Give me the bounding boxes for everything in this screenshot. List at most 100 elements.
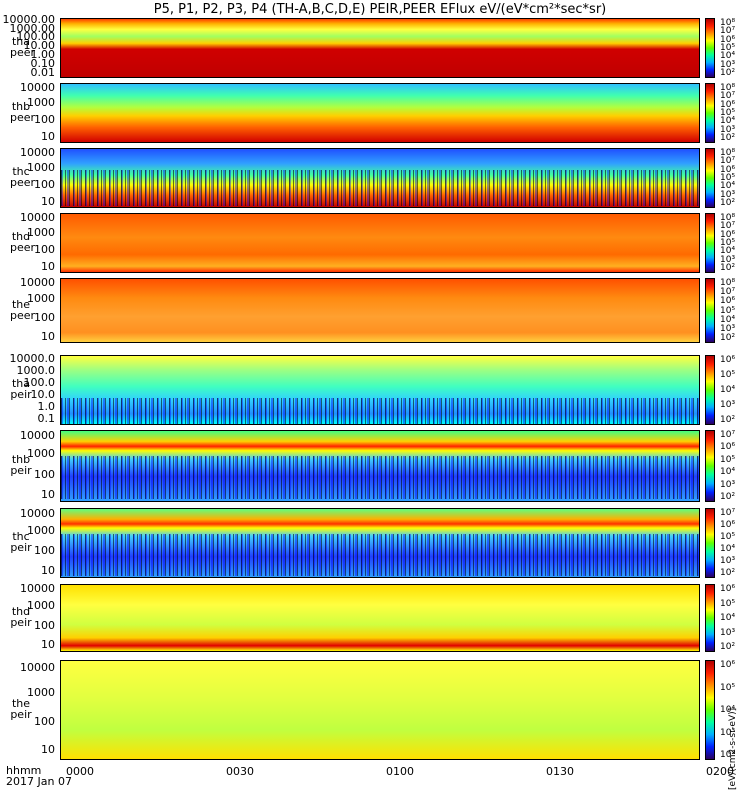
species-label: peer [10, 46, 36, 59]
y-tick-label: 10 [41, 195, 55, 208]
y-tick-label: 100 [34, 113, 55, 127]
y-axis-label: thd peer [10, 231, 35, 253]
spectrogram-thc-peer [60, 148, 700, 208]
colorbar-tick-label: 10⁵ [720, 598, 736, 609]
spectrogram-tha-peer [60, 18, 700, 78]
colorbar-tick-label: 10⁶ [720, 520, 736, 530]
y-tick-label: 1000 [27, 225, 55, 239]
y-tick-label: 10000.0 [9, 352, 56, 366]
y-tick-label: 100.00 [16, 30, 56, 44]
colorbar [705, 508, 715, 578]
colorbar-tick-label: 10³ [720, 400, 736, 410]
colorbar-tick-label: 10⁶ [720, 164, 736, 175]
y-tick-label: 100 [34, 243, 55, 257]
colorbar-tick-label: 10⁶ [720, 296, 736, 307]
x-tick-label: 0200 [706, 765, 734, 778]
colorbar [705, 660, 715, 760]
colorbar-tick-label: 10⁶ [720, 99, 736, 110]
colorbar-tick-label: 10⁶ [720, 355, 736, 365]
colorbar [705, 83, 715, 143]
species-label: peir [10, 464, 32, 477]
y-tick-label: 10000 [20, 661, 55, 674]
panel-thb-peer: thb peer 10000 1000 100 10 10⁸ 10⁷ 10⁶ 10⁵ 10⁴ 10³ 1… [10, 81, 735, 143]
y-axis-label: thb peir [10, 454, 32, 476]
colorbar-tick-label: 10⁸ [720, 213, 736, 223]
probe-label: thb [11, 453, 31, 466]
colorbar-tick-label: 10² [720, 750, 736, 760]
y-tick-label: 0.01 [30, 66, 56, 80]
colorbar [705, 430, 715, 502]
y-tick-label: 1.0 [37, 399, 56, 413]
colorbar-tick-label: 10³ [720, 189, 736, 200]
colorbar-tick-label: 10⁵ [720, 305, 736, 316]
spectrogram-thb-peir [60, 430, 700, 502]
y-tick-label: 100.0 [23, 376, 56, 389]
colorbar-tick-label: 10³ [720, 727, 736, 738]
probe-label: tha [11, 377, 31, 390]
colorbar-tick-label: 10⁵ [720, 532, 736, 542]
colorbar-tick-label: 10⁵ [720, 108, 736, 118]
y-tick-label: 100 [34, 619, 55, 633]
spectrogram-tha-peir [60, 355, 700, 425]
colorbar [705, 278, 715, 343]
y-tick-label: 10 [41, 130, 55, 143]
noise-band [61, 398, 699, 424]
colorbar [705, 148, 715, 208]
colorbar-tick-label: 10² [720, 333, 736, 343]
y-tick-label: 100 [34, 467, 55, 481]
colorbar-tick-label: 10⁴ [720, 613, 736, 623]
colorbar-tick-label: 10⁴ [720, 467, 736, 478]
colorbar-tick-label: 10⁴ [720, 246, 736, 257]
species-label: peir [10, 541, 32, 554]
y-tick-label: 10000 [20, 276, 55, 290]
probe-label: tha [11, 35, 31, 48]
colorbar-tick-label: 10⁷ [720, 26, 736, 37]
panel-the-peir: thepeir1000010001001010⁶10⁵10⁴10³10²eV/(… [10, 660, 735, 760]
colorbar-tick-label: 10² [720, 415, 736, 425]
spectrogram-thc-peir [60, 508, 700, 578]
colorbar-tick-label: 10⁶ [720, 229, 736, 240]
colorbar-tick-label: 10⁵ [720, 173, 736, 183]
y-tick-label: 0.1 [37, 411, 56, 425]
colorbar-tick-label: 10⁶ [720, 660, 736, 670]
colorbar-tick-label: 10⁷ [720, 91, 736, 102]
y-tick-label: 1000 [27, 686, 55, 699]
colorbar-tick-label: 10⁷ [720, 221, 736, 232]
colorbar-tick-label: 10⁷ [720, 156, 736, 167]
y-tick-label: 100 [34, 544, 55, 558]
species-label: peir [10, 708, 32, 721]
colorbar-tick-label: 10⁵ [720, 682, 736, 693]
x-tick-label: 0000 [66, 765, 94, 778]
probe-label: thb [11, 100, 31, 113]
colorbar-tick-label: 10⁸ [720, 148, 736, 158]
colorbar-tick-label: 10⁵ [720, 454, 736, 465]
y-tick-label: 1000.0 [16, 364, 56, 378]
colorbar-tick-label: 10⁵ [720, 43, 736, 53]
colorbar [705, 18, 715, 78]
y-tick-label: 1000 [27, 292, 55, 306]
panel-thc-peer: thc peer 10000 1000 100 10 10⁸ 10⁷ 10⁶ 10⁵ 10⁴ 10³ 1… [10, 146, 735, 208]
x-tick-label: 0100 [386, 765, 414, 778]
y-tick-label: 100 [34, 311, 55, 325]
colorbar-tick-label: 10⁷ [720, 287, 736, 298]
y-tick-label: 10 [41, 743, 55, 756]
colorbar-tick-label: 10⁷ [720, 430, 736, 440]
y-tick-label: 1000 [27, 446, 55, 460]
colorbar-tick-label: 10⁶ [720, 442, 736, 453]
colorbar-tick-label: 10⁵ [720, 238, 736, 248]
colorbar-tick-label: 10⁴ [720, 385, 736, 395]
y-tick-label: 10 [41, 638, 55, 652]
panel-thd-peir: thdpeir1000010001001010⁶10⁵10⁴10³10²eV/(… [10, 582, 735, 652]
y-axis-label: thc peer [10, 166, 35, 188]
colorbar-tick-label: 10² [720, 68, 736, 78]
x-axis-unit: hhmm [6, 764, 42, 777]
y-axis-label: the peir [10, 698, 32, 720]
spectrogram-thb-peer [60, 83, 700, 143]
y-axis-label: tha peir [10, 378, 32, 400]
panel-thd-peer: thd peer 10000 1000 100 10 10⁸ 10⁷ 10⁶ 10⁵ 10⁴ 10³ 1… [10, 211, 735, 273]
y-tick-label: 10 [41, 260, 55, 273]
colorbar-tick-label: 10⁴ [720, 705, 736, 715]
colorbar-tick-label: 10⁵ [720, 370, 736, 380]
y-axis-label: thd peir [10, 606, 32, 628]
probe-label: the [11, 697, 31, 710]
